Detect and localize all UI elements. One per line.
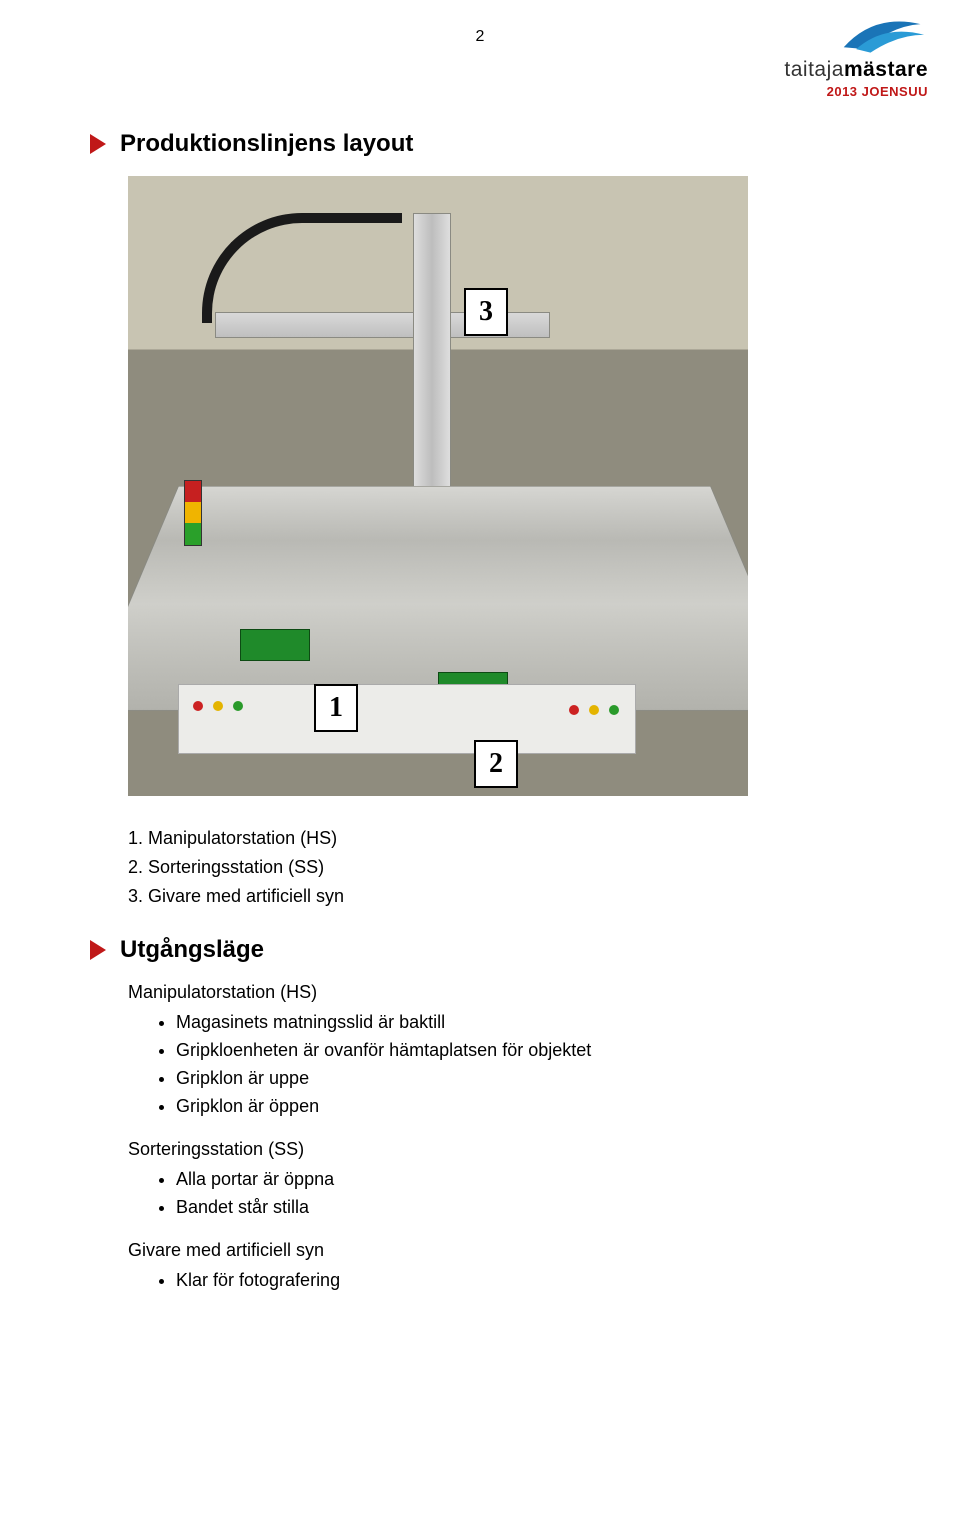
caption-2: 2. Sorteringsstation (SS) — [128, 853, 870, 882]
vertical-pillar — [413, 213, 451, 498]
logo-text-bold: mästare — [844, 58, 928, 81]
event-logo: taitajamästare 2013 JOENSUU — [784, 8, 928, 99]
section-layout-heading-row: Produktionslinjens layout — [90, 130, 870, 158]
logo-wordmark: taitajamästare — [784, 58, 928, 82]
group-giv: Givare med artificiell syn Klar för foto… — [90, 1240, 870, 1295]
panel-led-green — [233, 701, 243, 711]
arrow-bullet-icon — [90, 940, 106, 960]
panel2-led-green — [609, 705, 619, 715]
caption-1: 1. Manipulatorstation (HS) — [128, 824, 870, 853]
figure-caption-list: 1. Manipulatorstation (HS) 2. Sorterings… — [128, 824, 870, 910]
group-ss: Sorteringsstation (SS) Alla portar är öp… — [90, 1139, 870, 1222]
list-item: Klar för fotografering — [176, 1267, 870, 1295]
list-item: Gripklon är uppe — [176, 1065, 870, 1093]
panel2-led-red — [569, 705, 579, 715]
layout-figure: 3 1 2 — [128, 176, 748, 796]
arrow-bullet-icon — [90, 134, 106, 154]
list-item: Alla portar är öppna — [176, 1166, 870, 1194]
caption-3: 3. Givare med artificiell syn — [128, 882, 870, 911]
group-hs-title: Manipulatorstation (HS) — [128, 982, 870, 1003]
logo-swoosh-icon — [838, 8, 928, 58]
cable-carrier — [202, 213, 402, 323]
panel2-led-yellow — [589, 705, 599, 715]
group-ss-title: Sorteringsstation (SS) — [128, 1139, 870, 1160]
list-item: Gripkloenheten är ovanför hämtaplatsen f… — [176, 1037, 870, 1065]
section-start-heading-row: Utgångsläge — [90, 936, 870, 964]
figure-annotation-3: 3 — [464, 288, 508, 336]
terminal-block-1 — [240, 629, 310, 661]
logo-text-thin: taitaja — [784, 58, 844, 81]
group-giv-list: Klar för fotografering — [176, 1267, 870, 1295]
signal-tower-icon — [184, 480, 202, 546]
group-hs: Manipulatorstation (HS) Magasinets matni… — [90, 982, 870, 1121]
panel-led-red — [193, 701, 203, 711]
list-item: Bandet står stilla — [176, 1194, 870, 1222]
group-ss-list: Alla portar är öppna Bandet står stilla — [176, 1166, 870, 1222]
figure-annotation-2: 2 — [474, 740, 518, 788]
list-item: Gripklon är öppen — [176, 1093, 870, 1121]
page-number: 2 — [476, 28, 485, 46]
section-start-heading: Utgångsläge — [120, 936, 264, 964]
panel-led-yellow — [213, 701, 223, 711]
logo-subtitle: 2013 JOENSUU — [827, 84, 928, 99]
machine-photo-placeholder — [128, 176, 748, 796]
group-hs-list: Magasinets matningsslid är baktill Gripk… — [176, 1009, 870, 1121]
list-item: Magasinets matningsslid är baktill — [176, 1009, 870, 1037]
group-giv-title: Givare med artificiell syn — [128, 1240, 870, 1261]
section-layout-heading: Produktionslinjens layout — [120, 130, 413, 158]
figure-annotation-1: 1 — [314, 684, 358, 732]
control-panel — [178, 684, 637, 754]
